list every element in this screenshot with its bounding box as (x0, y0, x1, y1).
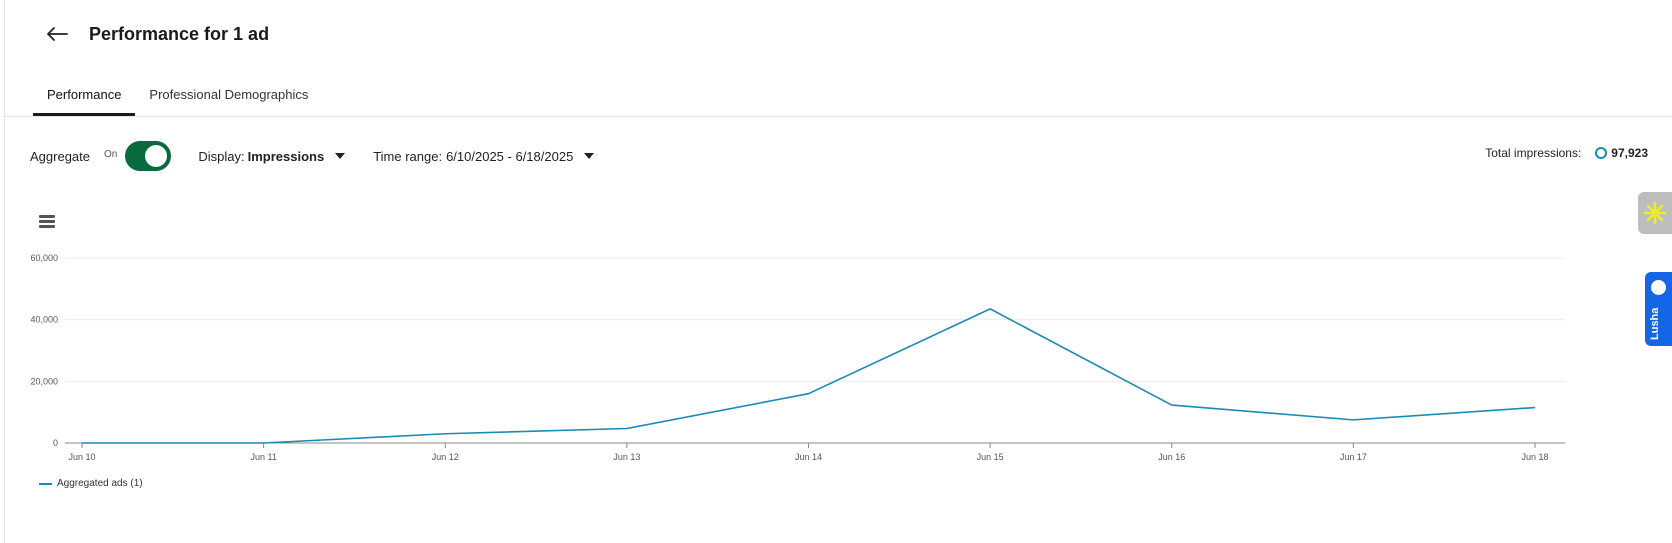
y-tick-label: 40,000 (30, 315, 58, 325)
display-value: Impressions (247, 148, 325, 164)
x-tick-label: Jun 11 (250, 452, 276, 462)
display-dropdown[interactable]: Display: Impressions (198, 148, 346, 164)
x-tick-label: Jun 15 (977, 452, 1004, 462)
lusha-label: Lusha (1649, 307, 1661, 340)
chart-legend[interactable]: Aggregated ads (1) (39, 478, 143, 489)
x-tick-label: Jun 14 (795, 452, 822, 462)
series-line (82, 308, 1536, 444)
toggle-state-label: On (104, 148, 118, 160)
time-range-prefix: Time range: (373, 148, 443, 164)
series-dot-icon (1595, 147, 1608, 159)
sparkle-icon (1643, 201, 1667, 225)
caret-down-icon (584, 153, 595, 159)
aggregate-label: Aggregate (30, 148, 90, 164)
chart-controls: Aggregate On Display: Impressions Time r… (30, 138, 595, 174)
x-tick-label: Jun 13 (613, 452, 640, 462)
legend-line-swatch (39, 482, 52, 485)
x-tick-label: Jun 17 (1340, 452, 1367, 462)
time-range-dropdown[interactable]: Time range: 6/10/2025 - 6/18/2025 (373, 148, 595, 164)
x-tick-label: Jun 16 (1158, 452, 1185, 462)
total-impressions: Total impressions: 97,923 (1485, 146, 1648, 160)
back-button[interactable] (41, 18, 73, 50)
x-tick-label: Jun 12 (432, 452, 459, 462)
y-tick-label: 60,000 (30, 253, 58, 263)
total-impressions-value: 97,923 (1611, 146, 1648, 160)
sparkle-widget-button[interactable] (1638, 192, 1672, 234)
tabs-divider (5, 116, 1672, 117)
tab-bar: Performance Professional Demographics (33, 72, 322, 116)
lusha-logo-icon (1651, 280, 1666, 295)
x-tick-label: Jun 10 (68, 452, 95, 462)
caret-down-icon (335, 153, 346, 159)
page-title: Performance for 1 ad (89, 23, 270, 44)
y-tick-label: 20,000 (30, 376, 58, 386)
page-header: Performance for 1 ad (41, 18, 269, 50)
arrow-left-icon (47, 27, 68, 41)
hamburger-menu-icon[interactable] (39, 215, 55, 231)
lusha-widget-button[interactable]: Lusha (1645, 272, 1672, 346)
page: Performance for 1 ad Performance Profess… (4, 0, 1672, 543)
aggregate-toggle[interactable] (125, 141, 172, 171)
impressions-line-chart: 0 20,000 40,000 60,000 Jun 10 Jun 11 Jun 12 Jun… (30, 253, 1565, 462)
time-range-value: 6/10/2025 - 6/18/2025 (446, 148, 574, 164)
total-impressions-label: Total impressions: (1485, 146, 1582, 160)
x-tick-label: Jun 18 (1521, 452, 1548, 462)
y-tick-label: 0 (53, 438, 58, 448)
display-prefix: Display: (198, 148, 245, 164)
toggle-knob (145, 145, 168, 167)
tab-professional-demographics[interactable]: Professional Demographics (149, 86, 309, 102)
legend-series-label: Aggregated ads (1) (57, 478, 143, 489)
tab-performance[interactable]: Performance (33, 72, 136, 116)
